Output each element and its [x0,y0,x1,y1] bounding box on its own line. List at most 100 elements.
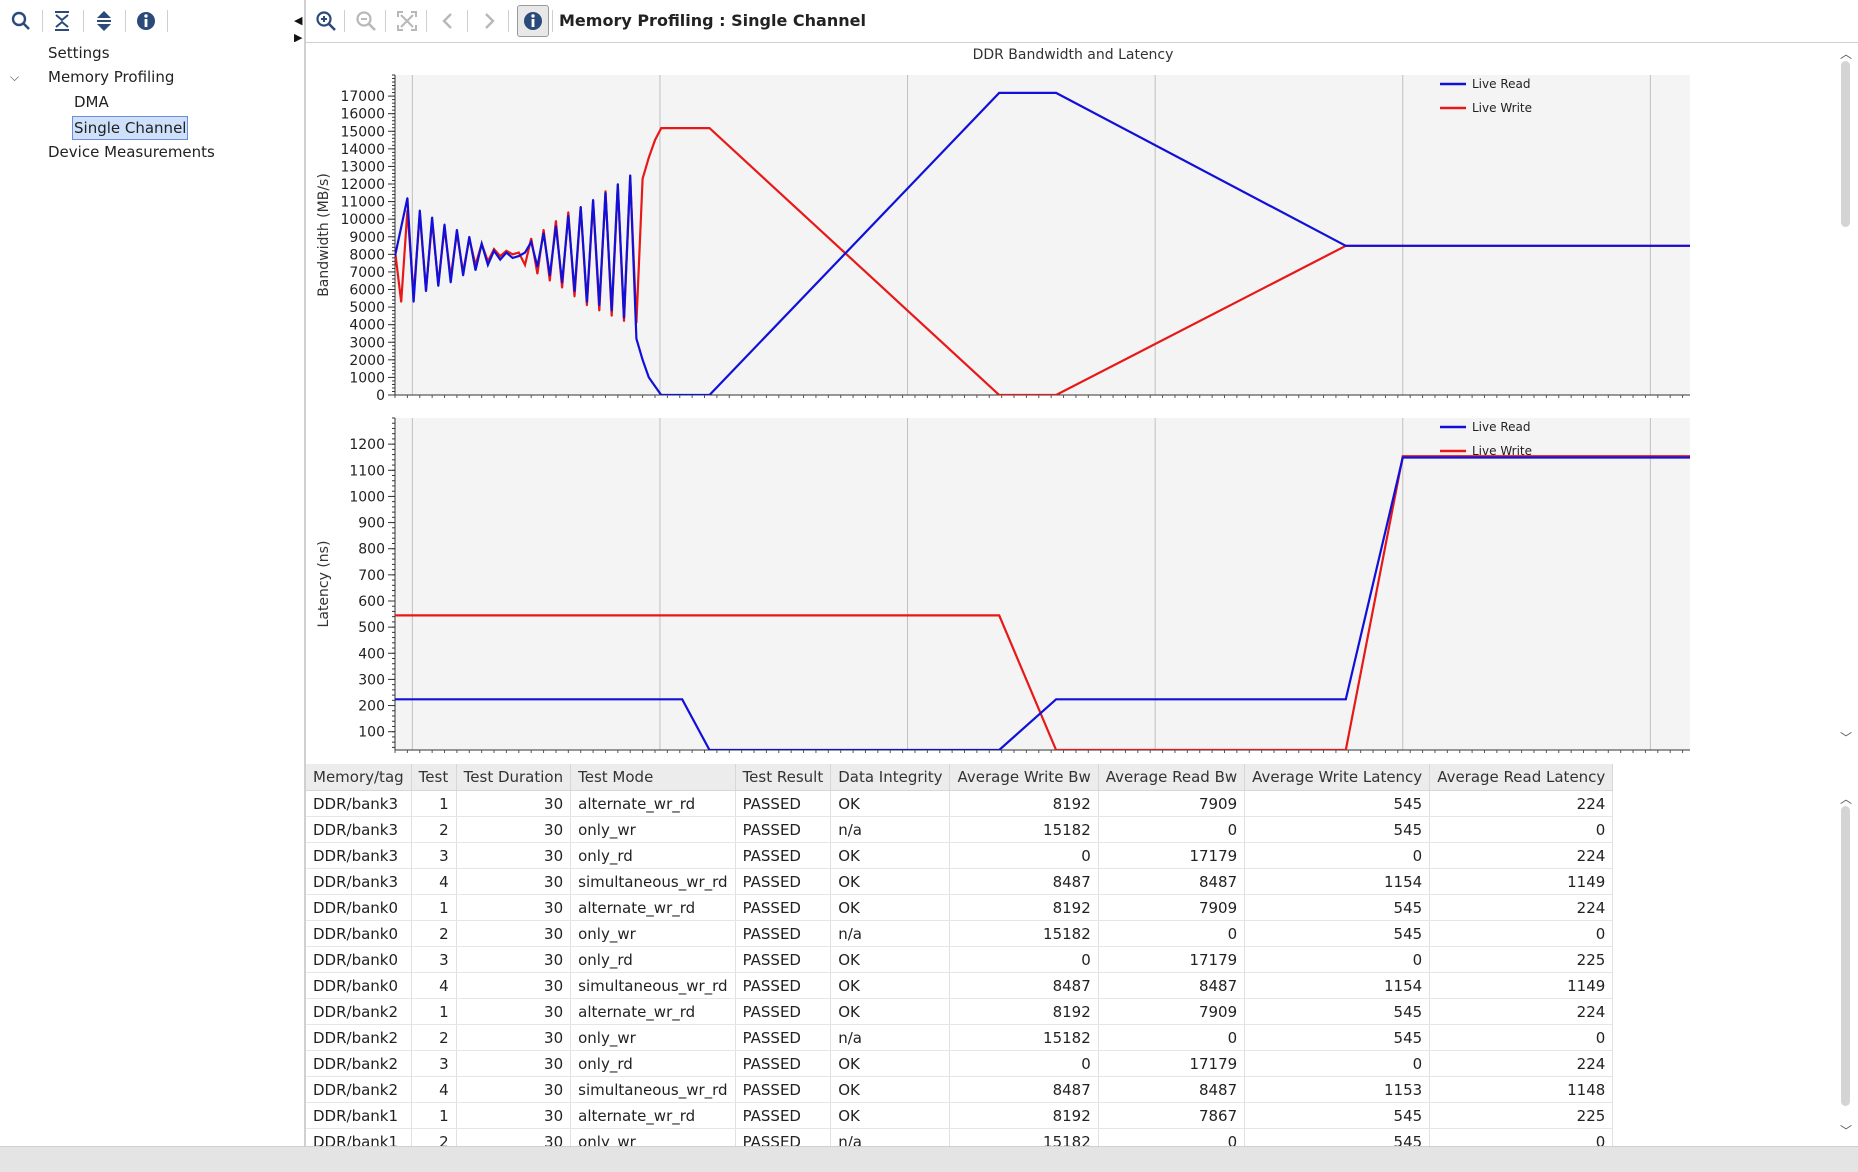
column-header[interactable]: Test [411,764,457,791]
panel-splitter[interactable] [304,0,306,1146]
toolbar-separator [344,10,345,32]
live-write-point [524,263,526,266]
zoom-in-icon[interactable] [314,9,338,33]
live-write-series-line [395,455,1690,750]
back-icon[interactable] [436,9,460,33]
plot-area [395,75,1690,395]
column-header[interactable]: Average Write Latency [1244,764,1431,791]
table-cell: 0 [1098,920,1246,947]
tree-item-memory-profiling[interactable]: Memory Profiling [48,68,175,86]
scroll-up-icon[interactable]: ︿ [1840,792,1853,806]
table-cell: PASSED [735,842,832,869]
column-header[interactable]: Test Result [735,764,832,791]
table-cell: 17179 [1098,946,1246,973]
chevron-down-icon[interactable]: ⌵ [10,70,20,84]
forward-icon[interactable] [477,9,501,33]
table-cell: 30 [456,894,572,921]
table-cell: 0 [949,946,1099,973]
chart-title: DDR Bandwidth and Latency [973,47,1174,63]
y-tick-label: 200 [358,699,385,715]
scroll-down-icon[interactable]: ﹀ [1840,1124,1853,1138]
column-header[interactable]: Test Mode [570,764,736,791]
live-read-point [708,394,711,395]
info-icon[interactable] [134,9,158,33]
table-cell: 7867 [1098,1102,1246,1129]
live-read-point [1055,698,1058,701]
collapse-panel-arrow-icon[interactable]: ◀ [294,14,303,27]
scroll-down-icon[interactable]: ﹀ [1840,731,1853,745]
table-row[interactable]: DDR/bank0 2 30 only_wr PASSED n/a 15182 0 545 0 [306,920,1614,947]
y-tick-label: 100 [358,725,385,741]
table-row[interactable]: DDR/bank2 4 30 simultaneous_wr_rd PASSED OK 84… [306,1076,1614,1103]
scroll-thumb[interactable] [1841,61,1850,227]
scroll-thumb[interactable] [1841,806,1850,1106]
table-cell: simultaneous_wr_rd [570,972,736,999]
live-write-point [499,255,502,257]
table-row[interactable]: DDR/bank0 4 30 simultaneous_wr_rd PASSED OK 84… [306,972,1614,999]
table-cell: 7909 [1098,790,1246,817]
chart-scrollbar[interactable]: ︿ ﹀ [1832,43,1858,763]
table-cell: 224 [1429,1050,1614,1077]
table-cell: 224 [1429,998,1614,1025]
table-cell: 0 [1098,816,1246,843]
zoom-out-icon[interactable] [354,9,378,33]
expand-panel-arrow-icon[interactable]: ▶ [294,31,303,44]
live-read-point [449,281,452,284]
live-read-point [998,749,1001,750]
live-read-point [437,285,440,287]
table-cell: 1153 [1244,1076,1431,1103]
live-write-point [998,614,1001,617]
chart-area: DDR Bandwidth and Latency 0 1000 2000 3000 40… [306,43,1832,763]
info-toggle-button[interactable] [517,5,549,37]
table-cell: 30 [456,1128,572,1146]
fit-icon[interactable] [395,9,419,33]
table-cell: DDR/bank0 [306,946,412,973]
table-cell: 2 [411,1128,457,1146]
column-header[interactable]: Average Read Bw [1098,764,1246,791]
expand-all-icon[interactable] [92,9,116,33]
table-row[interactable]: DDR/bank1 2 30 only_wr PASSED n/a 15182 0 545 0 [306,1128,1614,1146]
column-header[interactable]: Test Duration [456,764,572,791]
table-cell: alternate_wr_rd [570,998,736,1025]
tree-item-device-measurements[interactable]: Device Measurements [48,143,215,161]
y-tick-label: 800 [358,542,385,558]
table-cell: n/a [830,920,951,947]
column-header[interactable]: Data Integrity [830,764,951,791]
table-row[interactable]: DDR/bank3 1 30 alternate_wr_rd PASSED OK 8192 7… [306,790,1614,817]
column-header[interactable]: Memory/tag [306,764,412,791]
table-row[interactable]: DDR/bank3 3 30 only_rd PASSED OK 0 17179 0 224 [306,842,1614,869]
live-write-point [505,249,508,252]
y-tick-label: 13000 [340,159,385,175]
table-cell: 30 [456,1076,572,1103]
results-table: Memory/tag Test Test Duration Test Mode Test… [306,764,1832,1146]
table-row[interactable]: DDR/bank2 2 30 only_wr PASSED n/a 15182 0 545 0 [306,1024,1614,1051]
table-row[interactable]: DDR/bank0 3 30 only_rd PASSED OK 0 17179 0 225 [306,946,1614,973]
tree-item-dma[interactable]: DMA [74,93,109,111]
table-cell: only_wr [570,1128,736,1146]
table-row[interactable]: DDR/bank3 2 30 only_wr PASSED n/a 15182 0 545 0 [306,816,1614,843]
table-cell: OK [830,946,951,973]
table-row[interactable]: DDR/bank1 1 30 alternate_wr_rd PASSED OK 8192 7… [306,1102,1614,1129]
tree-item-settings[interactable]: Settings [48,44,110,62]
page-title: Memory Profiling : Single Channel [559,11,866,30]
table-cell: 2 [411,920,457,947]
table-row[interactable]: DDR/bank2 3 30 only_rd PASSED OK 0 17179 0 224 [306,1050,1614,1077]
live-read-point [708,749,711,750]
scroll-up-icon[interactable]: ︿ [1840,47,1853,61]
search-icon[interactable] [9,9,33,33]
table-cell: simultaneous_wr_rd [570,1076,736,1103]
tree-item-single-channel[interactable]: Single Channel [72,116,189,140]
table-cell: only_rd [570,946,736,973]
table-cell: 30 [456,842,572,869]
live-read-point [561,281,564,284]
table-row[interactable]: DDR/bank2 1 30 alternate_wr_rd PASSED OK 8192 7… [306,998,1614,1025]
column-header[interactable]: Average Write Bw [949,764,1099,791]
toolbar-separator [552,10,553,32]
table-cell: 7909 [1098,998,1246,1025]
table-scrollbar[interactable]: ︿ ﹀ [1832,764,1858,1146]
table-row[interactable]: DDR/bank0 1 30 alternate_wr_rd PASSED OK 8192 7… [306,894,1614,921]
collapse-all-icon[interactable] [50,9,74,33]
column-header[interactable]: Average Read Latency [1429,764,1614,791]
table-row[interactable]: DDR/bank3 4 30 simultaneous_wr_rd PASSED OK 84… [306,868,1614,895]
table-cell: PASSED [735,816,832,843]
